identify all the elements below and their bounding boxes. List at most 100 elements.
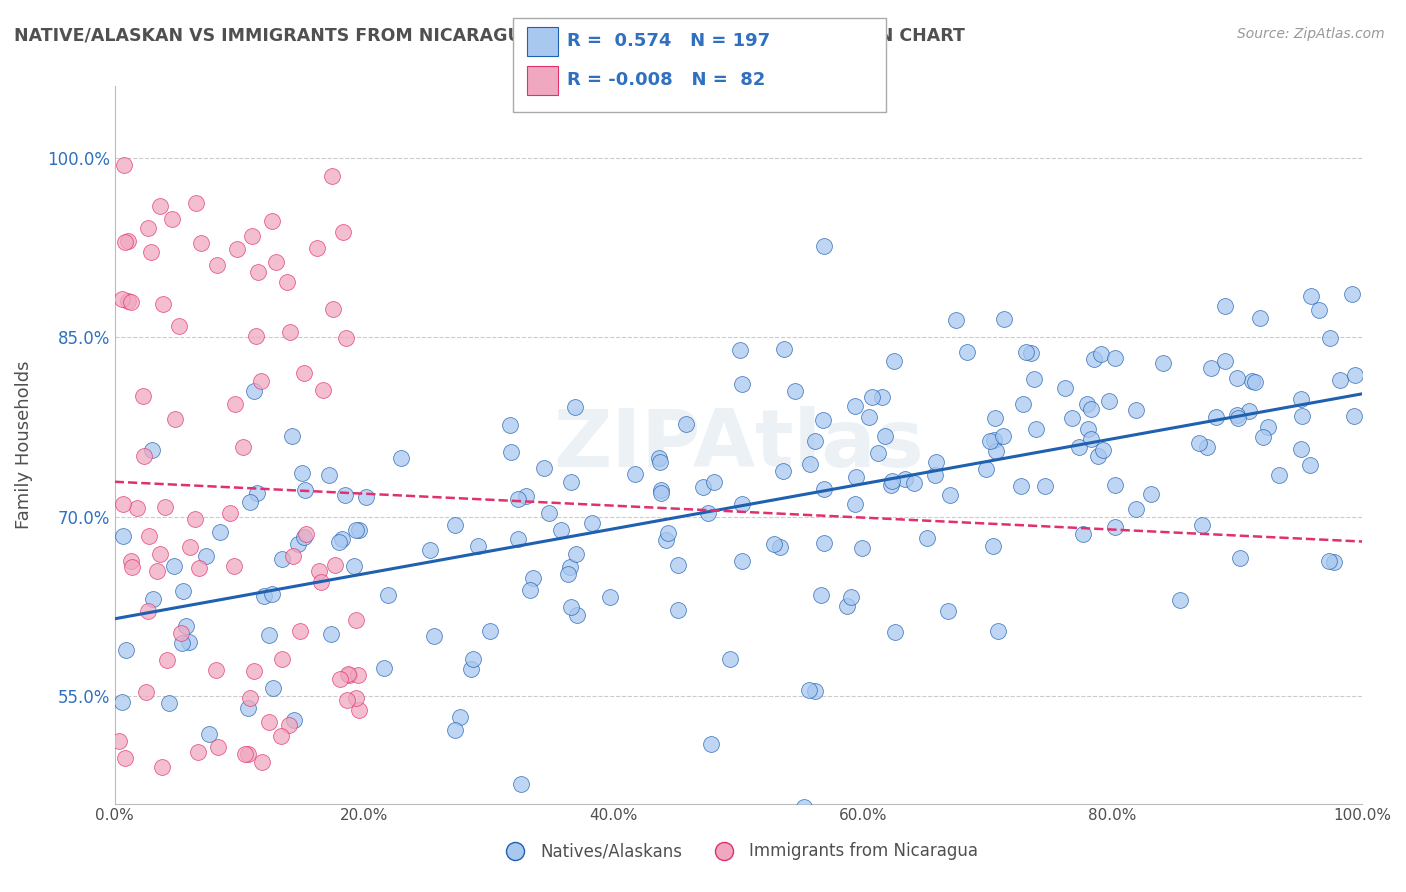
Point	[444, 723, 467, 738]
Point	[1291, 442, 1313, 456]
Point	[336, 693, 359, 707]
Point	[728, 343, 751, 358]
Point	[319, 627, 342, 641]
Point	[245, 329, 267, 343]
Point	[873, 428, 896, 442]
Point	[720, 652, 742, 666]
Point	[1257, 419, 1279, 434]
Point	[993, 312, 1015, 326]
Point	[991, 429, 1014, 443]
Point	[332, 225, 354, 239]
Point	[188, 561, 211, 575]
Point	[1227, 411, 1250, 425]
Point	[172, 584, 194, 599]
Point	[974, 462, 997, 476]
Point	[240, 229, 263, 244]
Point	[205, 258, 228, 272]
Point	[337, 666, 360, 681]
Point	[813, 536, 835, 550]
Point	[309, 575, 332, 590]
Point	[287, 537, 309, 551]
Point	[329, 672, 352, 686]
Point	[110, 292, 132, 306]
Point	[174, 619, 197, 633]
Point	[247, 265, 270, 279]
Point	[170, 625, 193, 640]
Point	[773, 343, 796, 357]
Point	[772, 463, 794, 477]
Point	[1329, 373, 1351, 387]
Point	[599, 591, 621, 605]
Point	[813, 239, 835, 253]
Point	[278, 326, 301, 340]
Point	[1226, 370, 1249, 384]
Point	[250, 374, 273, 388]
Point	[142, 591, 165, 606]
Point	[226, 242, 249, 256]
Point	[170, 636, 193, 650]
Point	[979, 434, 1001, 448]
Point	[936, 604, 959, 618]
Point	[1025, 422, 1047, 436]
Point	[149, 547, 172, 561]
Point	[522, 570, 544, 584]
Point	[117, 235, 139, 249]
Point	[239, 494, 262, 508]
Point	[207, 740, 229, 755]
Point	[1251, 430, 1274, 444]
Point	[903, 475, 925, 490]
Point	[179, 634, 201, 648]
Text: Source: ZipAtlas.com: Source: ZipAtlas.com	[1237, 27, 1385, 41]
Point	[149, 199, 172, 213]
Point	[294, 483, 316, 497]
Point	[1323, 555, 1346, 569]
Point	[292, 530, 315, 544]
Point	[558, 560, 581, 574]
Point	[1021, 346, 1043, 360]
Point	[195, 549, 218, 563]
Point	[884, 625, 907, 640]
Point	[114, 235, 136, 249]
Point	[804, 434, 827, 449]
Point	[1344, 368, 1367, 382]
Point	[499, 418, 522, 433]
Point	[121, 848, 143, 863]
Point	[308, 564, 330, 578]
Point	[186, 196, 208, 211]
Point	[648, 451, 671, 466]
Point	[184, 511, 207, 525]
Point	[731, 376, 754, 391]
Point	[219, 506, 242, 520]
Point	[165, 412, 187, 426]
Point	[793, 800, 815, 814]
Point	[1299, 458, 1322, 472]
Point	[343, 558, 366, 573]
Point	[872, 390, 894, 404]
Point	[799, 457, 821, 471]
Point	[337, 668, 360, 682]
Point	[246, 486, 269, 500]
Point	[1076, 397, 1098, 411]
Point	[799, 683, 821, 698]
Point	[924, 468, 946, 483]
Point	[271, 552, 294, 566]
Point	[1197, 440, 1219, 454]
Point	[138, 604, 160, 618]
Point	[839, 590, 862, 604]
Point	[238, 701, 260, 715]
Point	[281, 549, 304, 564]
Point	[222, 558, 245, 573]
Point	[121, 559, 143, 574]
Point	[499, 444, 522, 458]
Point	[1317, 554, 1340, 568]
Point	[127, 500, 149, 515]
Point	[259, 628, 281, 642]
Point	[373, 661, 395, 675]
Point	[257, 714, 280, 729]
Point	[1249, 310, 1271, 325]
Point	[152, 297, 174, 311]
Point	[983, 433, 1005, 447]
Point	[252, 755, 274, 769]
Point	[956, 345, 979, 359]
Point	[879, 478, 901, 492]
